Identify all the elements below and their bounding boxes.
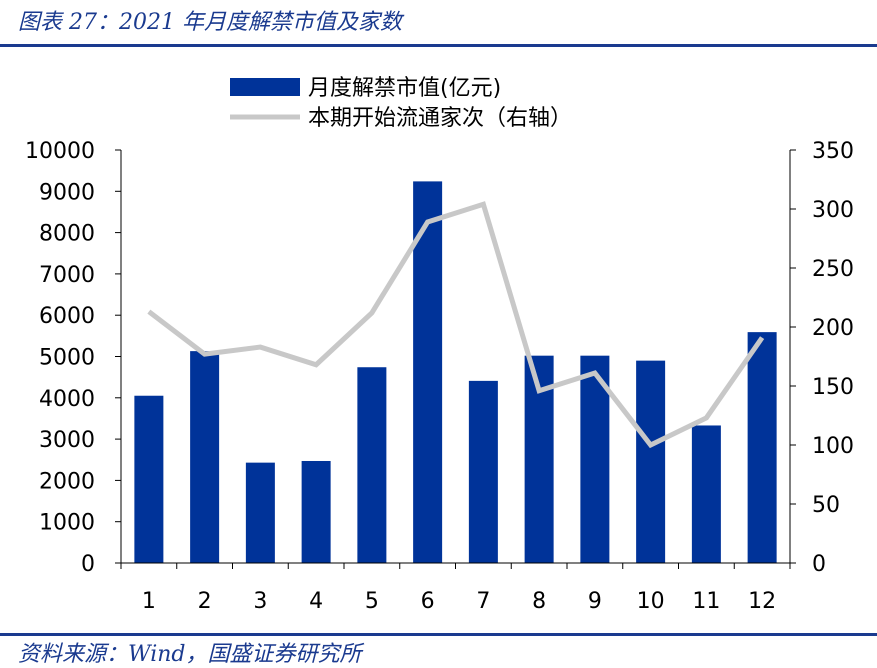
bar-5 (357, 367, 387, 563)
bar-12 (747, 332, 777, 563)
x-tick-label: 8 (532, 589, 546, 614)
y-left-tick-label: 2000 (39, 469, 95, 494)
bar-7 (468, 380, 498, 563)
y-left-tick-label: 0 (81, 552, 95, 577)
y-left-tick-label: 4000 (39, 387, 95, 412)
x-tick-label: 9 (588, 589, 602, 614)
bar-10 (636, 360, 666, 563)
y-left-tick-label: 3000 (39, 428, 95, 453)
axes: 0100020003000400050006000700080009000100… (25, 139, 854, 614)
y-right-tick-label: 300 (812, 198, 854, 223)
x-tick-label: 5 (365, 589, 379, 614)
bar-2 (190, 351, 220, 563)
x-tick-label: 1 (142, 589, 156, 614)
y-right-tick-label: 350 (812, 139, 854, 164)
y-left-tick-label: 9000 (39, 180, 95, 205)
x-tick-label: 10 (637, 589, 665, 614)
x-tick-label: 6 (421, 589, 435, 614)
bar-1 (134, 395, 164, 563)
y-left-tick-label: 6000 (39, 304, 95, 329)
y-left-tick-label: 1000 (39, 511, 95, 536)
source-note: 资料来源：Wind，国盛证券研究所 (18, 642, 362, 667)
chart-title: 图表 27：2021 年月度解禁市值及家数 (18, 10, 402, 35)
legend-label-line: 本期开始流通家次（右轴） (308, 106, 572, 131)
x-tick-label: 2 (198, 589, 212, 614)
x-tick-label: 7 (476, 589, 490, 614)
top-divider (0, 44, 877, 47)
bar-3 (245, 462, 275, 563)
y-left-tick-label: 7000 (39, 263, 95, 288)
x-tick-label: 11 (692, 589, 720, 614)
y-left-tick-label: 5000 (39, 346, 95, 371)
y-left-tick-label: 8000 (39, 222, 95, 247)
bar-6 (413, 181, 443, 563)
bar-11 (691, 425, 721, 563)
x-tick-label: 3 (253, 589, 267, 614)
y-right-tick-label: 0 (812, 552, 826, 577)
y-left-tick-label: 10000 (25, 139, 95, 164)
line-series (147, 201, 765, 449)
y-right-tick-label: 50 (812, 493, 840, 518)
y-right-tick-label: 250 (812, 257, 854, 282)
line-path (147, 201, 765, 449)
y-right-tick-label: 100 (812, 434, 854, 459)
bar-9 (580, 355, 610, 563)
y-right-tick-label: 150 (812, 375, 854, 400)
legend-swatch-bar (230, 78, 300, 96)
x-tick-label: 12 (748, 589, 776, 614)
legend: 月度解禁市值(亿元) 本期开始流通家次（右轴） (230, 76, 572, 131)
legend-label-bar: 月度解禁市值(亿元) (308, 76, 501, 101)
y-right-tick-label: 200 (812, 316, 854, 341)
bottom-divider (0, 633, 877, 636)
bar-series (134, 181, 777, 563)
bar-4 (301, 460, 331, 563)
x-tick-label: 4 (309, 589, 323, 614)
